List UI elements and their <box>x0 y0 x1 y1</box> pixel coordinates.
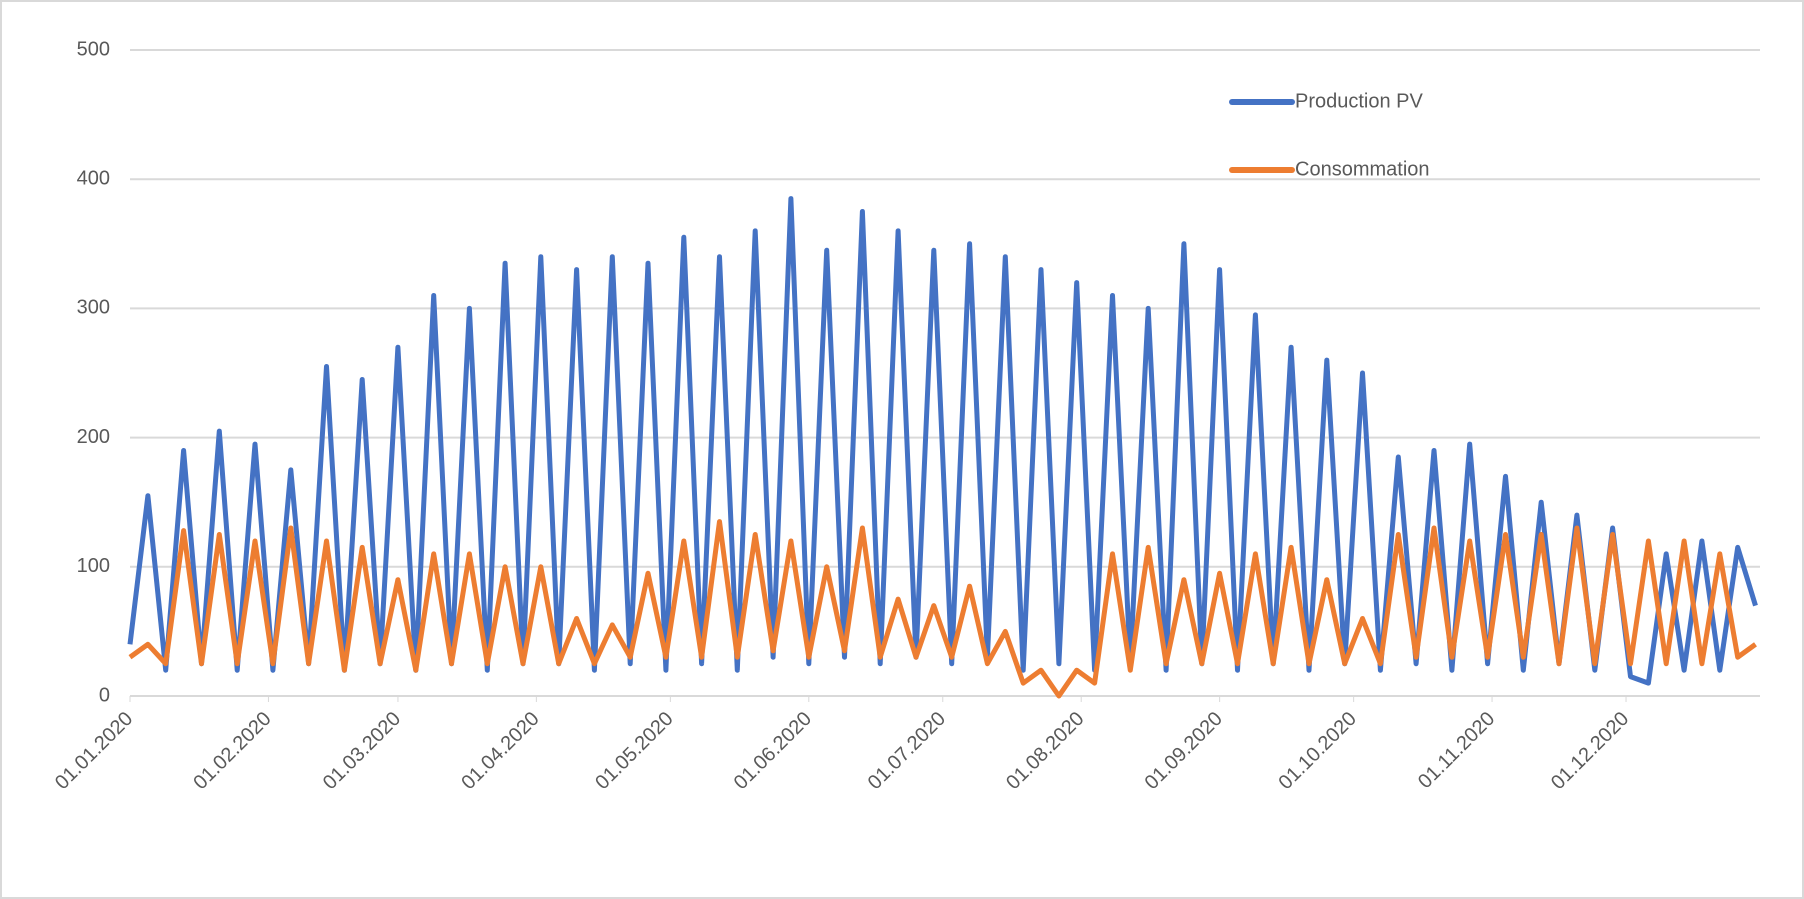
series-line <box>128 519 1757 699</box>
y-tick-label: 400 <box>77 167 110 189</box>
y-tick-label: 0 <box>99 684 110 706</box>
legend-label: Consommation <box>1295 158 1430 180</box>
y-tick-label: 300 <box>77 297 110 319</box>
y-tick-label: 100 <box>77 555 110 577</box>
y-tick-label: 200 <box>77 426 110 448</box>
y-tick-label: 500 <box>77 38 110 60</box>
legend-label: Production PV <box>1295 90 1424 112</box>
